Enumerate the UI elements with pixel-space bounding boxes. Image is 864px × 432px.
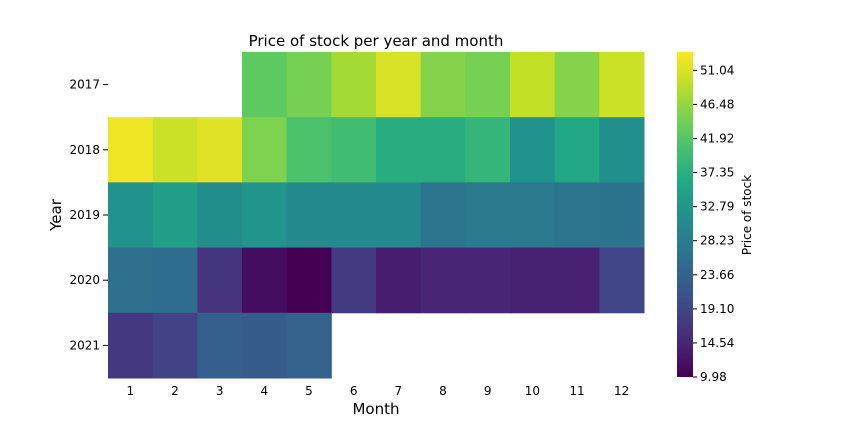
x-tick-label: 1	[127, 384, 135, 398]
x-tick-label: 6	[350, 384, 358, 398]
x-tick-label: 4	[261, 384, 269, 398]
heatmap-cell	[599, 117, 645, 183]
heatmap-cell	[242, 182, 288, 249]
heatmap-cell	[465, 52, 511, 118]
colorbar-tick-label: 51.04	[700, 63, 734, 77]
heatmap-cell	[376, 52, 422, 118]
heatmap-cell	[465, 247, 511, 314]
heatmap-cell	[197, 312, 243, 379]
heatmap-cell	[376, 117, 422, 183]
heatmap-cell	[510, 52, 556, 118]
colorbar-tick-label: 9.98	[700, 370, 727, 384]
y-tick-label: 2018	[69, 143, 100, 157]
heatmap-cell	[420, 52, 466, 118]
colorbar-ticks: 9.98 14.54 19.10 23.66 28.23 32.79 37.35 41.92 4…	[693, 63, 734, 384]
y-tick-label: 2017	[69, 78, 100, 92]
y-axis-label: Year	[47, 198, 65, 232]
heatmap-cell	[152, 247, 198, 314]
heatmap-cell	[599, 52, 645, 118]
x-tick-label: 9	[484, 384, 492, 398]
colorbar-tick-label: 28.23	[700, 234, 734, 248]
heatmap-cell	[376, 182, 422, 249]
heatmap-cell	[420, 117, 466, 183]
heatmap-cell	[108, 247, 154, 314]
heatmap-cell	[152, 117, 198, 183]
heatmap-cell	[286, 52, 332, 118]
heatmap-cell	[376, 247, 422, 314]
colorbar	[677, 52, 693, 377]
heatmap-cell	[554, 52, 600, 118]
x-tick-label: 2	[171, 384, 179, 398]
heatmap-cell	[331, 247, 377, 314]
heatmap-cell	[242, 117, 288, 183]
heatmap-cell	[465, 182, 511, 249]
colorbar-tick-label: 19.10	[700, 302, 734, 316]
colorbar-tick-label: 32.79	[700, 200, 734, 214]
heatmap-cell	[108, 312, 154, 379]
heatmap-cell	[108, 117, 154, 183]
heatmap-cell	[108, 182, 154, 249]
heatmap-cell	[197, 247, 243, 314]
heatmap-cell	[152, 312, 198, 379]
colorbar-tick-label: 37.35	[700, 166, 734, 180]
heatmap-cell	[554, 117, 600, 183]
x-tick-label: 10	[525, 384, 540, 398]
heatmap-cell	[599, 182, 645, 249]
x-axis-ticks: 1 2 3 4 5 6 7 8 9 10 11 12	[127, 384, 630, 398]
x-tick-label: 3	[216, 384, 224, 398]
x-tick-label: 12	[614, 384, 629, 398]
heatmap-cell	[599, 247, 645, 314]
heatmap-cell	[554, 182, 600, 249]
y-tick-label: 2019	[69, 208, 100, 222]
x-tick-label: 5	[305, 384, 313, 398]
heatmap-cell	[242, 52, 288, 118]
colorbar-label: Price of stock	[740, 175, 754, 255]
colorbar-tick-label: 46.48	[700, 97, 734, 111]
heatmap-cell	[197, 182, 243, 249]
heatmap-cell	[331, 182, 377, 249]
y-tick-label: 2020	[69, 273, 100, 287]
heatmap-cell	[510, 117, 556, 183]
heatmap-cell	[331, 52, 377, 118]
y-axis-ticks: 2017 2018 2019 2020 2021	[69, 78, 108, 352]
x-tick-label: 7	[395, 384, 403, 398]
heatmap-cell	[286, 312, 332, 379]
heatmap-cell	[420, 182, 466, 249]
colorbar-tick-label: 23.66	[700, 268, 734, 282]
heatmap-cell	[510, 247, 556, 314]
x-axis-label: Month	[352, 400, 399, 418]
chart-title: Price of stock per year and month	[249, 32, 504, 50]
x-tick-label: 8	[439, 384, 447, 398]
heatmap-cell	[286, 182, 332, 249]
heatmap-cell	[420, 247, 466, 314]
x-tick-label: 11	[569, 384, 584, 398]
heatmap-cell	[510, 182, 556, 249]
heatmap-cell	[152, 182, 198, 249]
colorbar-tick-label: 41.92	[700, 131, 734, 145]
heatmap-cell	[242, 247, 288, 314]
heatmap-cell	[331, 117, 377, 183]
y-tick-label: 2021	[69, 338, 100, 352]
heatmap-cells	[108, 52, 645, 379]
heatmap-cell	[242, 312, 288, 379]
heatmap-cell	[465, 117, 511, 183]
heatmap-cell	[286, 117, 332, 183]
heatmap-cell	[197, 117, 243, 183]
heatmap-cell	[286, 247, 332, 314]
heatmap-cell	[554, 247, 600, 314]
colorbar-tick-label: 14.54	[700, 336, 734, 350]
